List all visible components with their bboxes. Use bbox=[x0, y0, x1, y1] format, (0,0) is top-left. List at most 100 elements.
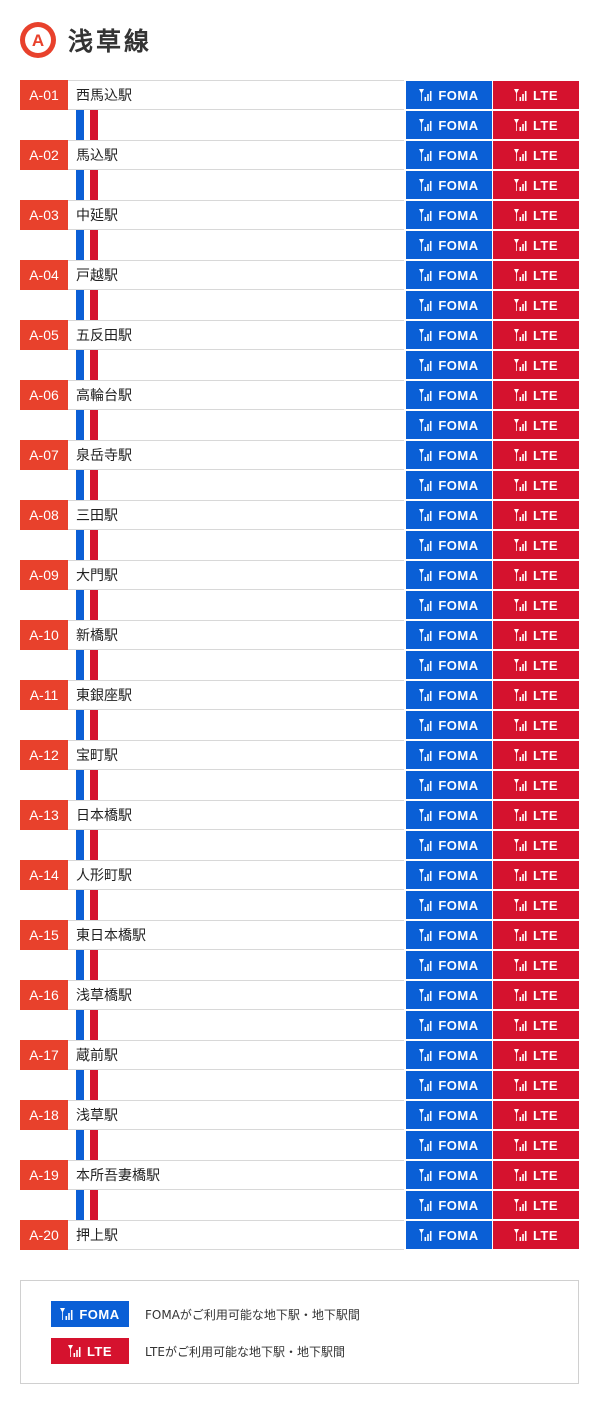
segment-row: FOMA LTE bbox=[20, 1190, 579, 1220]
foma-chip: FOMA bbox=[406, 1161, 492, 1189]
foma-chip: FOMA bbox=[406, 921, 492, 949]
station-cell: A-05 五反田駅 bbox=[20, 319, 404, 350]
lte-chip: LTE bbox=[493, 261, 579, 289]
foma-chip-label: FOMA bbox=[438, 987, 479, 1003]
foma-chip: FOMA bbox=[406, 771, 492, 799]
foma-chip-label: FOMA bbox=[438, 357, 479, 373]
route-bar-gap bbox=[84, 650, 90, 680]
foma-chip: FOMA bbox=[406, 231, 492, 259]
antenna-signal-icon bbox=[419, 179, 433, 191]
station-name: 日本橋駅 bbox=[76, 808, 132, 824]
foma-route-bar bbox=[76, 290, 84, 320]
legend-lte-chip: LTE bbox=[51, 1338, 129, 1364]
segment-cell bbox=[20, 110, 404, 140]
foma-chip: FOMA bbox=[406, 561, 492, 589]
route-line-bars bbox=[76, 770, 98, 800]
station-name: 人形町駅 bbox=[76, 868, 132, 884]
foma-chip: FOMA bbox=[406, 981, 492, 1009]
antenna-signal-icon bbox=[513, 179, 528, 191]
lte-chip: LTE bbox=[493, 501, 579, 529]
lte-route-bar bbox=[90, 410, 98, 440]
lte-chip: LTE bbox=[493, 651, 579, 679]
lte-chip: LTE bbox=[493, 231, 579, 259]
station-row: A-08 三田駅 FOMA LTE bbox=[20, 499, 579, 530]
lte-chip-label: LTE bbox=[532, 1047, 559, 1063]
route-bar-gap bbox=[84, 110, 90, 140]
foma-chip: FOMA bbox=[406, 141, 492, 169]
antenna-signal-icon bbox=[513, 1109, 528, 1121]
antenna-signal-icon bbox=[513, 329, 528, 341]
segment-row: FOMA LTE bbox=[20, 1010, 579, 1040]
foma-chip: FOMA bbox=[406, 831, 492, 859]
lte-chip: LTE bbox=[493, 201, 579, 229]
lte-chip-label: LTE bbox=[532, 147, 559, 163]
foma-route-bar bbox=[76, 590, 84, 620]
antenna-signal-icon bbox=[419, 599, 433, 611]
lte-chip-label: LTE bbox=[532, 507, 559, 523]
foma-chip-label: FOMA bbox=[438, 1047, 479, 1063]
antenna-signal-icon bbox=[419, 149, 433, 161]
lte-route-bar bbox=[90, 830, 98, 860]
route-line-bars bbox=[76, 1010, 98, 1040]
lte-chip: LTE bbox=[493, 471, 579, 499]
route-bar-gap bbox=[84, 230, 90, 260]
antenna-signal-icon bbox=[419, 479, 433, 491]
lte-chip: LTE bbox=[493, 1071, 579, 1099]
foma-chip: FOMA bbox=[406, 441, 492, 469]
route-bar-gap bbox=[84, 950, 90, 980]
antenna-signal-icon bbox=[513, 989, 528, 1001]
foma-route-bar bbox=[76, 530, 84, 560]
station-code: A-18 bbox=[20, 1099, 68, 1130]
foma-chip-label: FOMA bbox=[438, 1197, 479, 1213]
station-name: 三田駅 bbox=[76, 508, 118, 524]
antenna-signal-icon bbox=[419, 1199, 433, 1211]
station-row: A-18 浅草駅 FOMA LTE bbox=[20, 1099, 579, 1130]
antenna-signal-icon bbox=[513, 359, 528, 371]
foma-route-bar bbox=[76, 230, 84, 260]
station-row: A-01 西馬込駅 FOMA LTE bbox=[20, 79, 579, 110]
foma-chip-label: FOMA bbox=[438, 597, 479, 613]
station-name: 浅草橋駅 bbox=[76, 988, 132, 1004]
station-row: A-16 浅草橋駅 FOMA LTE bbox=[20, 979, 579, 1010]
antenna-signal-icon bbox=[513, 1229, 528, 1241]
segment-row: FOMA LTE bbox=[20, 650, 579, 680]
segment-row: FOMA LTE bbox=[20, 530, 579, 560]
route-line-bars bbox=[76, 1070, 98, 1100]
foma-chip-label: FOMA bbox=[438, 87, 479, 103]
foma-chip: FOMA bbox=[406, 711, 492, 739]
foma-chip: FOMA bbox=[406, 261, 492, 289]
lte-route-bar bbox=[90, 1130, 98, 1160]
foma-route-bar bbox=[76, 650, 84, 680]
lte-chip-label: LTE bbox=[532, 897, 559, 913]
antenna-signal-icon bbox=[513, 899, 528, 911]
station-cell: A-09 大門駅 bbox=[20, 559, 404, 590]
segment-cell bbox=[20, 470, 404, 500]
lte-chip: LTE bbox=[493, 591, 579, 619]
station-name: 泉岳寺駅 bbox=[76, 448, 132, 464]
station-cell: A-15 東日本橋駅 bbox=[20, 919, 404, 950]
foma-chip: FOMA bbox=[406, 531, 492, 559]
station-name: 蔵前駅 bbox=[76, 1048, 118, 1064]
station-row: A-03 中延駅 FOMA LTE bbox=[20, 199, 579, 230]
antenna-signal-icon bbox=[419, 1109, 433, 1121]
station-code: A-07 bbox=[20, 439, 68, 470]
foma-route-bar bbox=[76, 950, 84, 980]
antenna-signal-icon bbox=[419, 1169, 433, 1181]
lte-route-bar bbox=[90, 590, 98, 620]
route-bar-gap bbox=[84, 890, 90, 920]
foma-chip-label: FOMA bbox=[438, 657, 479, 673]
antenna-signal-icon bbox=[60, 1308, 74, 1320]
station-cell: A-11 東銀座駅 bbox=[20, 679, 404, 710]
lte-chip: LTE bbox=[493, 1221, 579, 1249]
station-row: A-02 馬込駅 FOMA LTE bbox=[20, 139, 579, 170]
antenna-signal-icon bbox=[513, 719, 528, 731]
line-badge-letter: A bbox=[25, 27, 51, 53]
foma-chip-label: FOMA bbox=[438, 477, 479, 493]
station-code: A-14 bbox=[20, 859, 68, 890]
foma-chip-label: FOMA bbox=[438, 867, 479, 883]
station-cell: A-08 三田駅 bbox=[20, 499, 404, 530]
foma-chip-label: FOMA bbox=[438, 507, 479, 523]
foma-chip: FOMA bbox=[406, 861, 492, 889]
station-code: A-10 bbox=[20, 619, 68, 650]
antenna-signal-icon bbox=[513, 509, 528, 521]
